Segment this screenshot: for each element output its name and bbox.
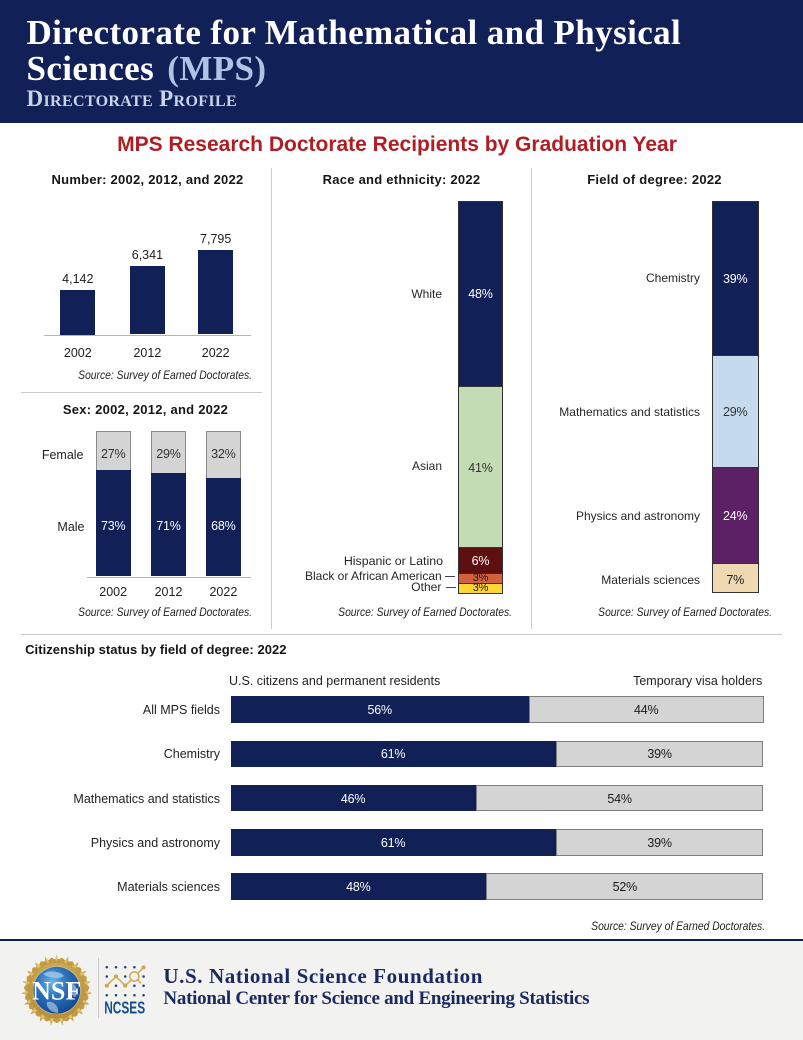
- svg-text:NCSES: NCSES: [104, 998, 145, 1018]
- svg-text:NSF: NSF: [32, 977, 81, 1006]
